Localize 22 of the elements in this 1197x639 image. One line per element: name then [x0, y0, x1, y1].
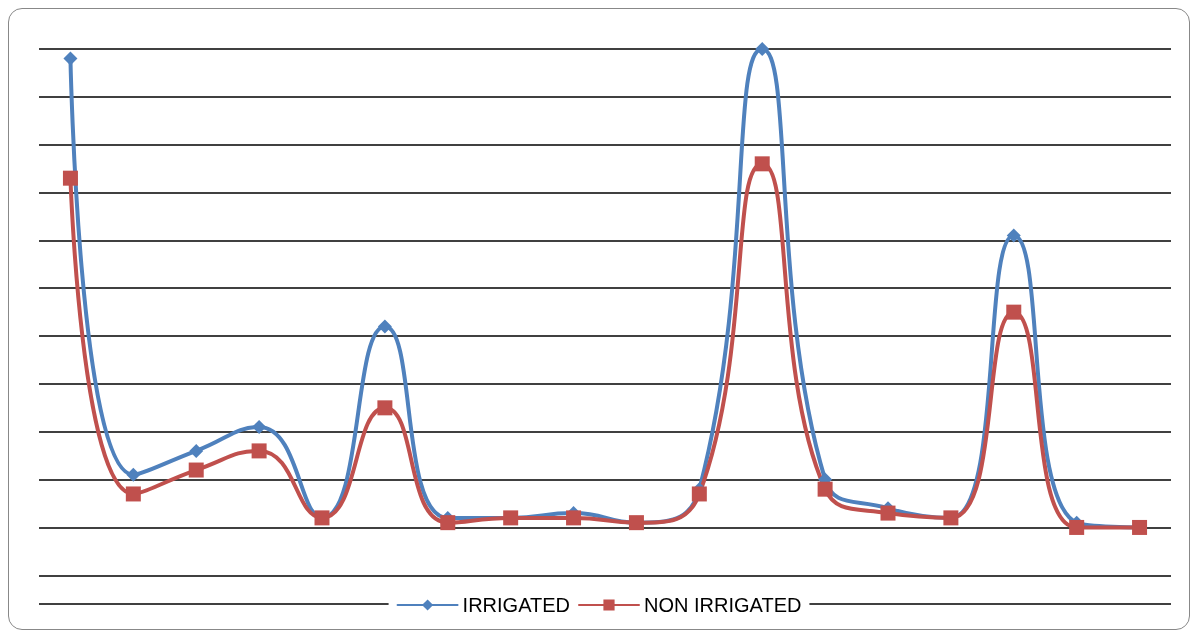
- point: [566, 510, 582, 526]
- point: [188, 462, 204, 478]
- point: [755, 42, 770, 56]
- point: [880, 505, 896, 521]
- point: [125, 486, 141, 502]
- point: [440, 515, 456, 531]
- point: [63, 51, 78, 66]
- legend-label: NON IRRIGATED: [644, 594, 802, 616]
- point: [1069, 519, 1085, 535]
- point: [126, 467, 141, 482]
- point: [251, 443, 267, 459]
- point: [817, 481, 833, 497]
- point: [189, 443, 204, 458]
- point: [754, 156, 770, 172]
- point: [377, 319, 392, 334]
- point: [377, 400, 393, 416]
- point: [62, 170, 78, 186]
- legend-label: IRRIGATED: [462, 594, 571, 616]
- point: [1006, 304, 1022, 320]
- point: [691, 486, 707, 502]
- point: [1006, 228, 1021, 243]
- point: [252, 419, 267, 434]
